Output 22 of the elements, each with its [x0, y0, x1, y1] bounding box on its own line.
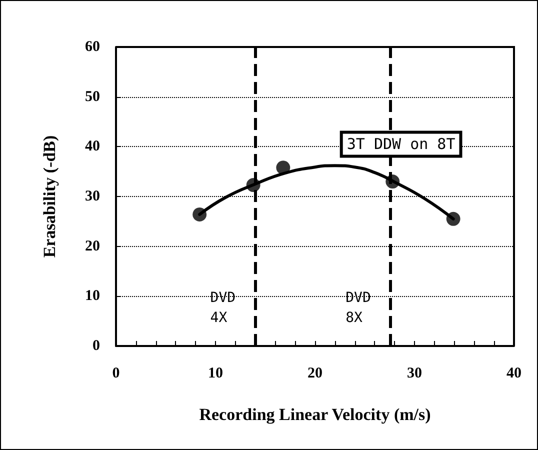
point	[246, 178, 260, 192]
x-tick-label: 30	[407, 366, 422, 382]
y-axis-title: Erasability (-dB)	[40, 135, 59, 258]
x-tick-label: 20	[308, 366, 322, 382]
y-tick-label: 10	[85, 288, 100, 304]
y-tick-label: 40	[85, 138, 100, 155]
y-tick-label: 50	[85, 88, 100, 105]
x-tick-label: 40	[506, 366, 522, 382]
x-tick-label: 0	[112, 366, 120, 382]
x-axis-title: Recording Linear Velocity (m/s)	[199, 405, 431, 424]
point	[192, 207, 207, 222]
point	[446, 212, 460, 226]
x-tick-label: 10	[208, 366, 223, 382]
point	[386, 174, 400, 189]
y-tick-label: 20	[85, 238, 100, 254]
y-tick-label: 30	[85, 188, 100, 204]
annotation: 3T DDW on 8T	[346, 135, 456, 154]
ref-line-label: DVD 8X	[346, 290, 371, 326]
y-tick-label: 60	[85, 39, 100, 55]
ref-line-label: DVD 4X	[210, 290, 236, 326]
y-tick-label: 0	[92, 338, 100, 354]
point	[276, 160, 290, 175]
